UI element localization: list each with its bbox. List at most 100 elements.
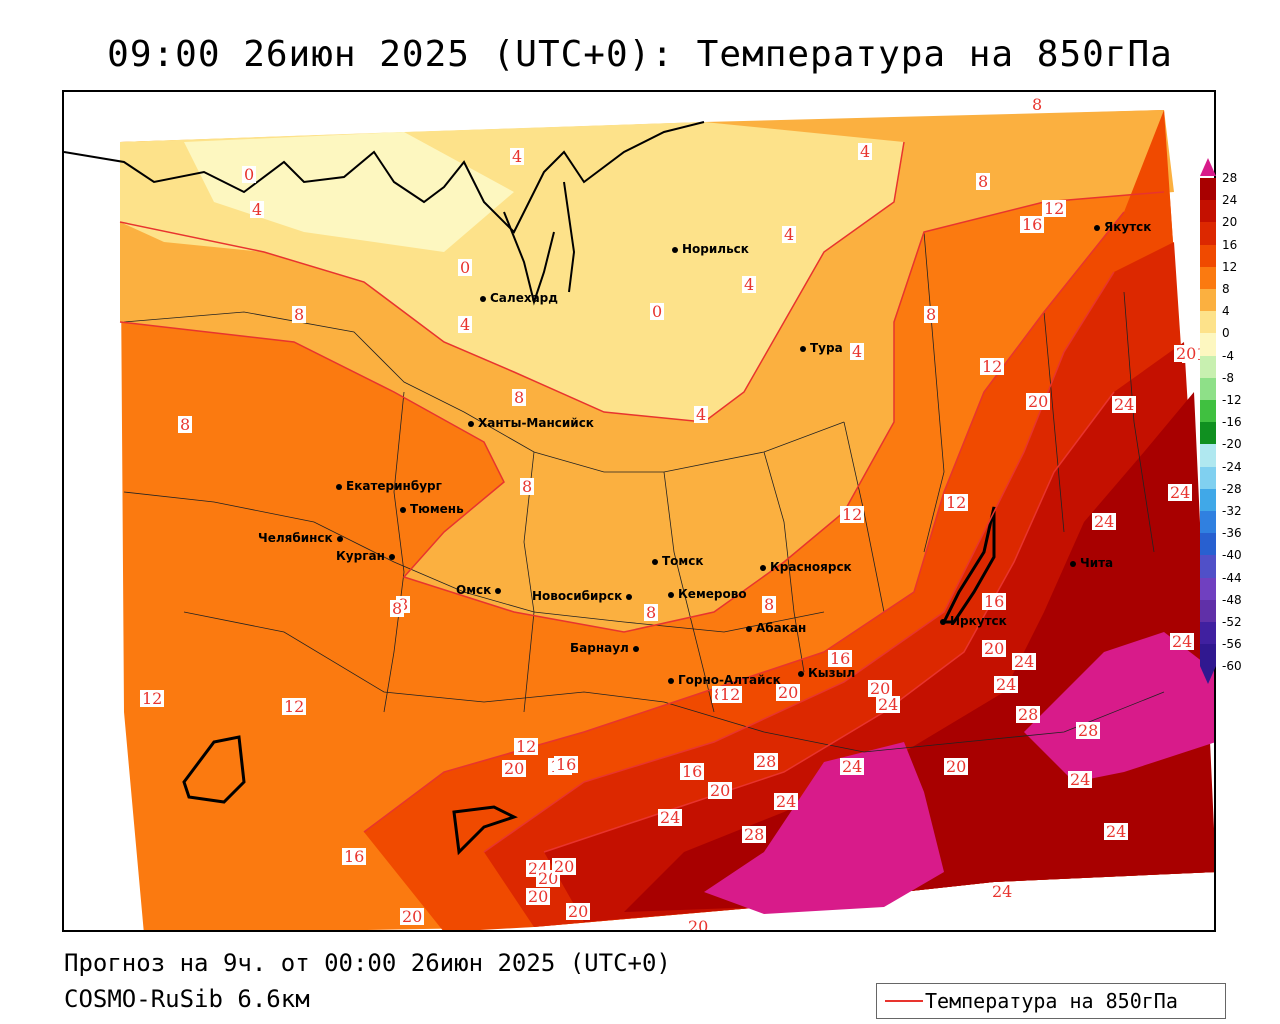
colorbar-segment bbox=[1200, 289, 1216, 312]
city-chelyabinsk: Челябинск bbox=[258, 531, 347, 545]
contour-label: 4 bbox=[782, 225, 797, 244]
contour-label: 20 bbox=[1026, 392, 1051, 411]
colorbar-segment bbox=[1200, 511, 1216, 534]
colorbar-tick-label: -40 bbox=[1222, 548, 1242, 563]
colorbar-segment bbox=[1200, 422, 1216, 445]
colorbar-segment bbox=[1200, 644, 1216, 667]
contour-label: 24 bbox=[1068, 770, 1093, 789]
colorbar-tick-label: -28 bbox=[1222, 481, 1242, 496]
colorbar-segment bbox=[1200, 555, 1216, 578]
forecast-info: Прогноз на 9ч. от 00:00 26июн 2025 (UTC+… bbox=[64, 949, 671, 977]
contour-label: 16 bbox=[554, 755, 579, 774]
city-marker-icon bbox=[1094, 224, 1100, 231]
city-yakutsk: Якутск bbox=[1094, 220, 1151, 234]
contour-label: 16 bbox=[828, 649, 853, 668]
contour-label: 20 bbox=[708, 781, 733, 800]
colorbar-segment bbox=[1200, 266, 1216, 289]
colorbar-segment bbox=[1200, 400, 1216, 423]
contour-label: 4 bbox=[694, 405, 709, 424]
colorbar-tick-label: 4 bbox=[1222, 304, 1230, 319]
colorbar-segment bbox=[1200, 533, 1216, 556]
colorbar-tick-label: 0 bbox=[1222, 326, 1230, 341]
contour-label: 20 bbox=[868, 679, 893, 698]
colorbar-tick-label: 8 bbox=[1222, 282, 1230, 296]
colorbar-tick-label: -60 bbox=[1222, 659, 1242, 674]
city-marker-icon bbox=[388, 553, 395, 560]
colorbar-segment bbox=[1200, 444, 1216, 467]
contour-label: 20 bbox=[982, 639, 1007, 658]
city-marker-icon bbox=[798, 670, 804, 677]
contour-label: 4 bbox=[742, 275, 757, 294]
contour-label: 24 bbox=[990, 882, 1015, 901]
zone-above-28-south bbox=[704, 742, 944, 914]
contour-label: 4 bbox=[850, 342, 865, 361]
contour-label: 8 bbox=[178, 415, 193, 434]
contour-label: 0 bbox=[242, 165, 257, 184]
map-legend: Температура на 850гПа bbox=[876, 983, 1226, 1019]
colorbar-tick-label: -48 bbox=[1222, 592, 1242, 607]
model-name: COSMO-RuSib 6.6км bbox=[64, 985, 310, 1013]
contour-label: 8 bbox=[762, 595, 777, 614]
temperature-map bbox=[64, 110, 1214, 930]
colorbar-tick-label: -44 bbox=[1222, 570, 1242, 585]
city-marker-icon bbox=[746, 625, 752, 632]
contour-label: 24 bbox=[658, 808, 683, 827]
contour-label: 12 bbox=[1042, 199, 1067, 218]
city-marker-icon bbox=[672, 246, 678, 253]
contour-label: 8 bbox=[390, 599, 405, 618]
contour-label: 20 bbox=[552, 857, 577, 876]
colorbar-segment bbox=[1200, 244, 1216, 267]
colorbar-tick-label: -4 bbox=[1222, 348, 1234, 363]
colorbar-segment bbox=[1200, 200, 1216, 223]
city-omsk: Омск bbox=[456, 583, 505, 597]
city-marker-icon bbox=[652, 558, 658, 565]
aral-sea bbox=[182, 735, 246, 804]
colorbar-tick-label: -36 bbox=[1222, 526, 1242, 541]
contour-label: 8 bbox=[976, 172, 991, 191]
city-gorno-altaysk: Горно-Алтайск bbox=[668, 673, 781, 687]
contour-label: 4 bbox=[858, 142, 873, 161]
city-khanty-mansiysk: Ханты-Мансийск bbox=[468, 416, 594, 430]
colorbar-tick-label: -20 bbox=[1222, 437, 1242, 452]
city-marker-icon bbox=[632, 645, 639, 652]
contour-label: 8 bbox=[644, 603, 659, 622]
contour-label: 8 bbox=[292, 305, 307, 324]
city-marker-icon bbox=[668, 591, 674, 598]
contour-label: 28 bbox=[1076, 721, 1101, 740]
contour-label: 0 bbox=[650, 302, 665, 321]
city-barnaul: Барнаул bbox=[570, 641, 643, 655]
contour-label: 20 bbox=[502, 759, 527, 778]
contour-label: 16 bbox=[680, 762, 705, 781]
colorbar-segment bbox=[1200, 577, 1216, 600]
city-krasnoyarsk: Красноярск bbox=[760, 560, 852, 574]
lake-balkhash bbox=[452, 805, 518, 856]
contour-label: 12 bbox=[840, 505, 865, 524]
contour-label: 8 bbox=[924, 305, 939, 324]
colorbar-tick-label: -16 bbox=[1222, 415, 1242, 430]
contour-label: 20 bbox=[944, 757, 969, 776]
colorbar-tick-label: -8 bbox=[1222, 370, 1234, 385]
contour-label: 24 bbox=[994, 675, 1019, 694]
contour-label: 20 bbox=[400, 907, 425, 926]
city-norilsk: Норильск bbox=[672, 242, 749, 256]
colorbar-tick-label: 20 bbox=[1222, 215, 1238, 230]
contour-label: 12 bbox=[980, 357, 1005, 376]
contour-label: 8 bbox=[1030, 95, 1045, 114]
contour-label: 24 bbox=[840, 757, 865, 776]
contour-label: 4 bbox=[458, 315, 473, 334]
city-marker-icon bbox=[336, 535, 343, 542]
city-marker-icon bbox=[626, 593, 633, 600]
colorbar-segment bbox=[1200, 222, 1216, 245]
colorbar-segment bbox=[1200, 622, 1216, 645]
contour-label: 8 bbox=[512, 388, 527, 407]
zone-above-28-east bbox=[1024, 632, 1214, 782]
city-marker-icon bbox=[760, 564, 766, 571]
contour-label: 20 bbox=[1174, 344, 1199, 363]
contour-label: 0 bbox=[458, 258, 473, 277]
contour-label: 24 bbox=[1168, 483, 1193, 502]
contour-label: 12 bbox=[718, 685, 743, 704]
contour-label: 16 bbox=[982, 592, 1007, 611]
city-marker-icon bbox=[400, 506, 406, 513]
colorbar-tick-label: 16 bbox=[1222, 237, 1238, 252]
city-salekhard: Салехард bbox=[480, 291, 558, 305]
